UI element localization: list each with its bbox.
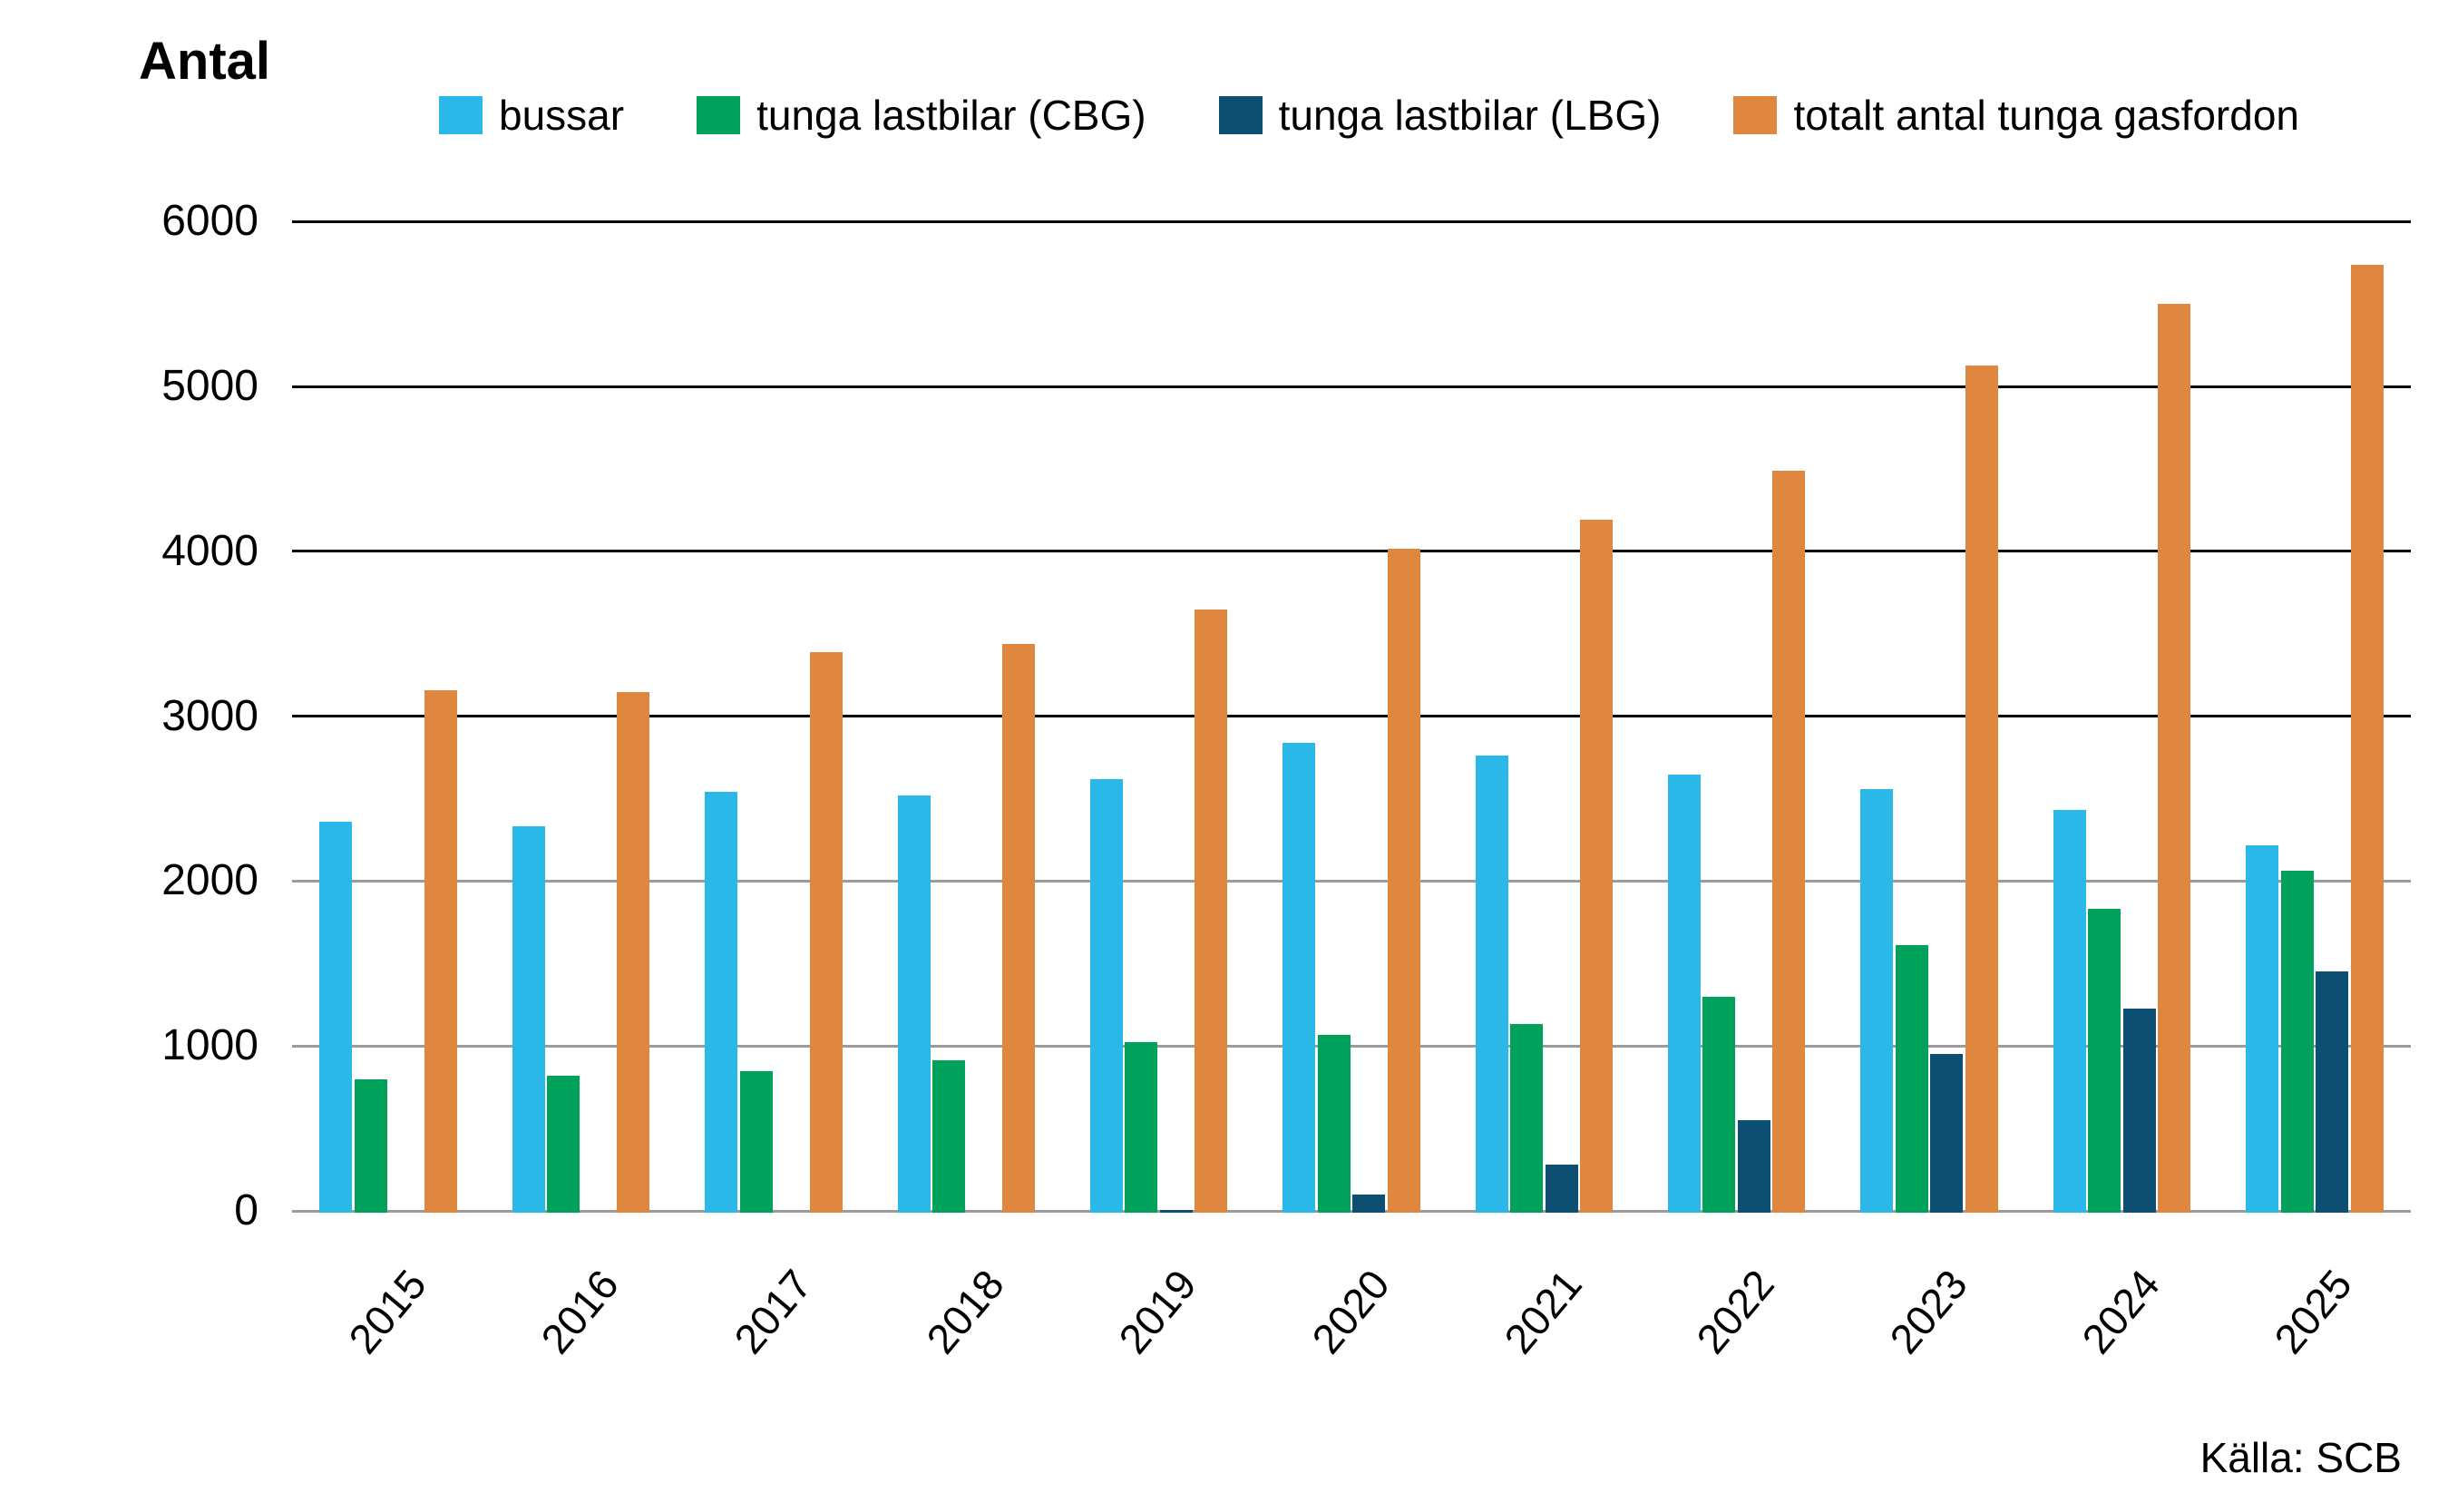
bar-tunga-lastbilar-lbg-2025 (2316, 971, 2349, 1213)
legend-item-tunga-lastbilar-lbg: tunga lastbilar (LBG) (1218, 91, 1662, 140)
bar-tunga-lastbilar-lbg-2019 (1159, 1210, 1193, 1213)
bar-bussar-2024 (2053, 810, 2086, 1213)
bar-tunga-lastbilar-cbg-2020 (1317, 1034, 1351, 1213)
bar-totalt-antal-tunga-gasfordon-2021 (1580, 520, 1614, 1213)
bar-totalt-antal-tunga-gasfordon-2020 (1387, 549, 1420, 1213)
bar-tunga-lastbilar-cbg-2022 (1702, 996, 1736, 1213)
bar-tunga-lastbilar-lbg-2023 (1930, 1054, 1964, 1213)
legend-swatch-bussar (439, 96, 483, 134)
bar-totalt-antal-tunga-gasfordon-2019 (1195, 609, 1228, 1213)
bar-totalt-antal-tunga-gasfordon-2017 (809, 651, 843, 1213)
y-axis-tick-label: 3000 (161, 691, 258, 740)
x-axis-year-label: 2019 (1109, 1261, 1206, 1362)
bar-tunga-lastbilar-lbg-2022 (1737, 1120, 1770, 1213)
x-axis-year-label: 2020 (1302, 1261, 1399, 1362)
bar-bussar-2021 (1475, 755, 1508, 1213)
y-axis-tick-label: 0 (234, 1186, 258, 1234)
bar-tunga-lastbilar-cbg-2018 (932, 1059, 966, 1213)
bar-tunga-lastbilar-cbg-2016 (547, 1076, 580, 1213)
bar-totalt-antal-tunga-gasfordon-2015 (424, 689, 457, 1213)
bar-bussar-2015 (319, 822, 353, 1213)
bar-totalt-antal-tunga-gasfordon-2016 (617, 692, 650, 1213)
x-axis-year-label: 2023 (1880, 1261, 1976, 1362)
bar-bussar-2019 (1089, 778, 1123, 1213)
bar-tunga-lastbilar-lbg-2020 (1352, 1195, 1386, 1213)
bar-bussar-2025 (2246, 844, 2279, 1213)
chart-title: Antal (139, 32, 270, 91)
bar-tunga-lastbilar-lbg-2024 (2122, 1008, 2156, 1213)
legend-label: tunga lastbilar (CBG) (756, 92, 1146, 139)
legend-swatch-tunga-lastbilar-lbg (1218, 96, 1263, 134)
legend: bussar tunga lastbilar (CBG) tunga lastbil… (439, 91, 2299, 140)
bar-tunga-lastbilar-cbg-2017 (739, 1070, 773, 1213)
legend-label: totalt antal tunga gasfordon (1793, 92, 2299, 139)
bar-totalt-antal-tunga-gasfordon-2022 (1772, 470, 1806, 1213)
bar-totalt-antal-tunga-gasfordon-2024 (2158, 304, 2191, 1213)
bar-bussar-2023 (1860, 788, 1894, 1213)
gridline-1000 (292, 1044, 2411, 1048)
bar-totalt-antal-tunga-gasfordon-2023 (1965, 365, 1998, 1213)
source-note: Källa: SCB (2199, 1434, 2402, 1481)
gridline-5000 (292, 385, 2411, 388)
bar-tunga-lastbilar-cbg-2024 (2088, 908, 2121, 1213)
bar-totalt-antal-tunga-gasfordon-2018 (1002, 643, 1036, 1213)
legend-label: tunga lastbilar (LBG) (1278, 92, 1662, 139)
legend-swatch-totalt-antal-tunga-gasfordon (1733, 96, 1778, 134)
x-axis-year-label: 2025 (2265, 1261, 2362, 1362)
y-axis-tick-label: 6000 (161, 197, 258, 246)
legend-item-bussar: bussar (439, 91, 624, 140)
y-axis-tick-label: 4000 (161, 526, 258, 575)
bar-totalt-antal-tunga-gasfordon-2025 (2350, 264, 2384, 1213)
legend-swatch-tunga-lastbilar-cbg (697, 96, 741, 134)
x-axis-year-label: 2021 (1495, 1261, 1591, 1362)
y-axis-tick-label: 2000 (161, 856, 258, 905)
gridline-4000 (292, 550, 2411, 553)
legend-label: bussar (499, 92, 625, 139)
gridline-3000 (292, 715, 2411, 718)
y-axis-tick-label: 1000 (161, 1021, 258, 1070)
x-axis-year-label: 2024 (2073, 1261, 2170, 1362)
x-axis-year-label: 2022 (1687, 1261, 1784, 1362)
bar-tunga-lastbilar-lbg-2021 (1545, 1165, 1578, 1213)
bar-bussar-2016 (512, 825, 545, 1213)
legend-item-totalt-antal-tunga-gasfordon: totalt antal tunga gasfordon (1733, 91, 2299, 140)
gridline-6000 (292, 219, 2411, 223)
legend-item-tunga-lastbilar-cbg: tunga lastbilar (CBG) (697, 91, 1146, 140)
bar-tunga-lastbilar-cbg-2019 (1125, 1041, 1158, 1213)
bar-tunga-lastbilar-cbg-2021 (1510, 1023, 1544, 1213)
x-axis-year-label: 2016 (532, 1261, 629, 1362)
bar-tunga-lastbilar-cbg-2025 (2280, 870, 2314, 1213)
x-axis-year-label: 2018 (917, 1261, 1013, 1362)
y-axis-tick-label: 5000 (161, 362, 258, 410)
gridline-2000 (292, 879, 2411, 883)
x-axis-year-label: 2017 (724, 1261, 821, 1362)
bar-bussar-2017 (705, 792, 738, 1213)
bar-tunga-lastbilar-cbg-2015 (354, 1078, 387, 1213)
bar-bussar-2018 (897, 795, 931, 1213)
x-axis-year-label: 2015 (339, 1261, 435, 1362)
bar-bussar-2022 (1667, 775, 1701, 1213)
bar-bussar-2020 (1283, 742, 1316, 1213)
bar-tunga-lastbilar-cbg-2023 (1895, 945, 1928, 1213)
gridline-0 (292, 1209, 2411, 1213)
